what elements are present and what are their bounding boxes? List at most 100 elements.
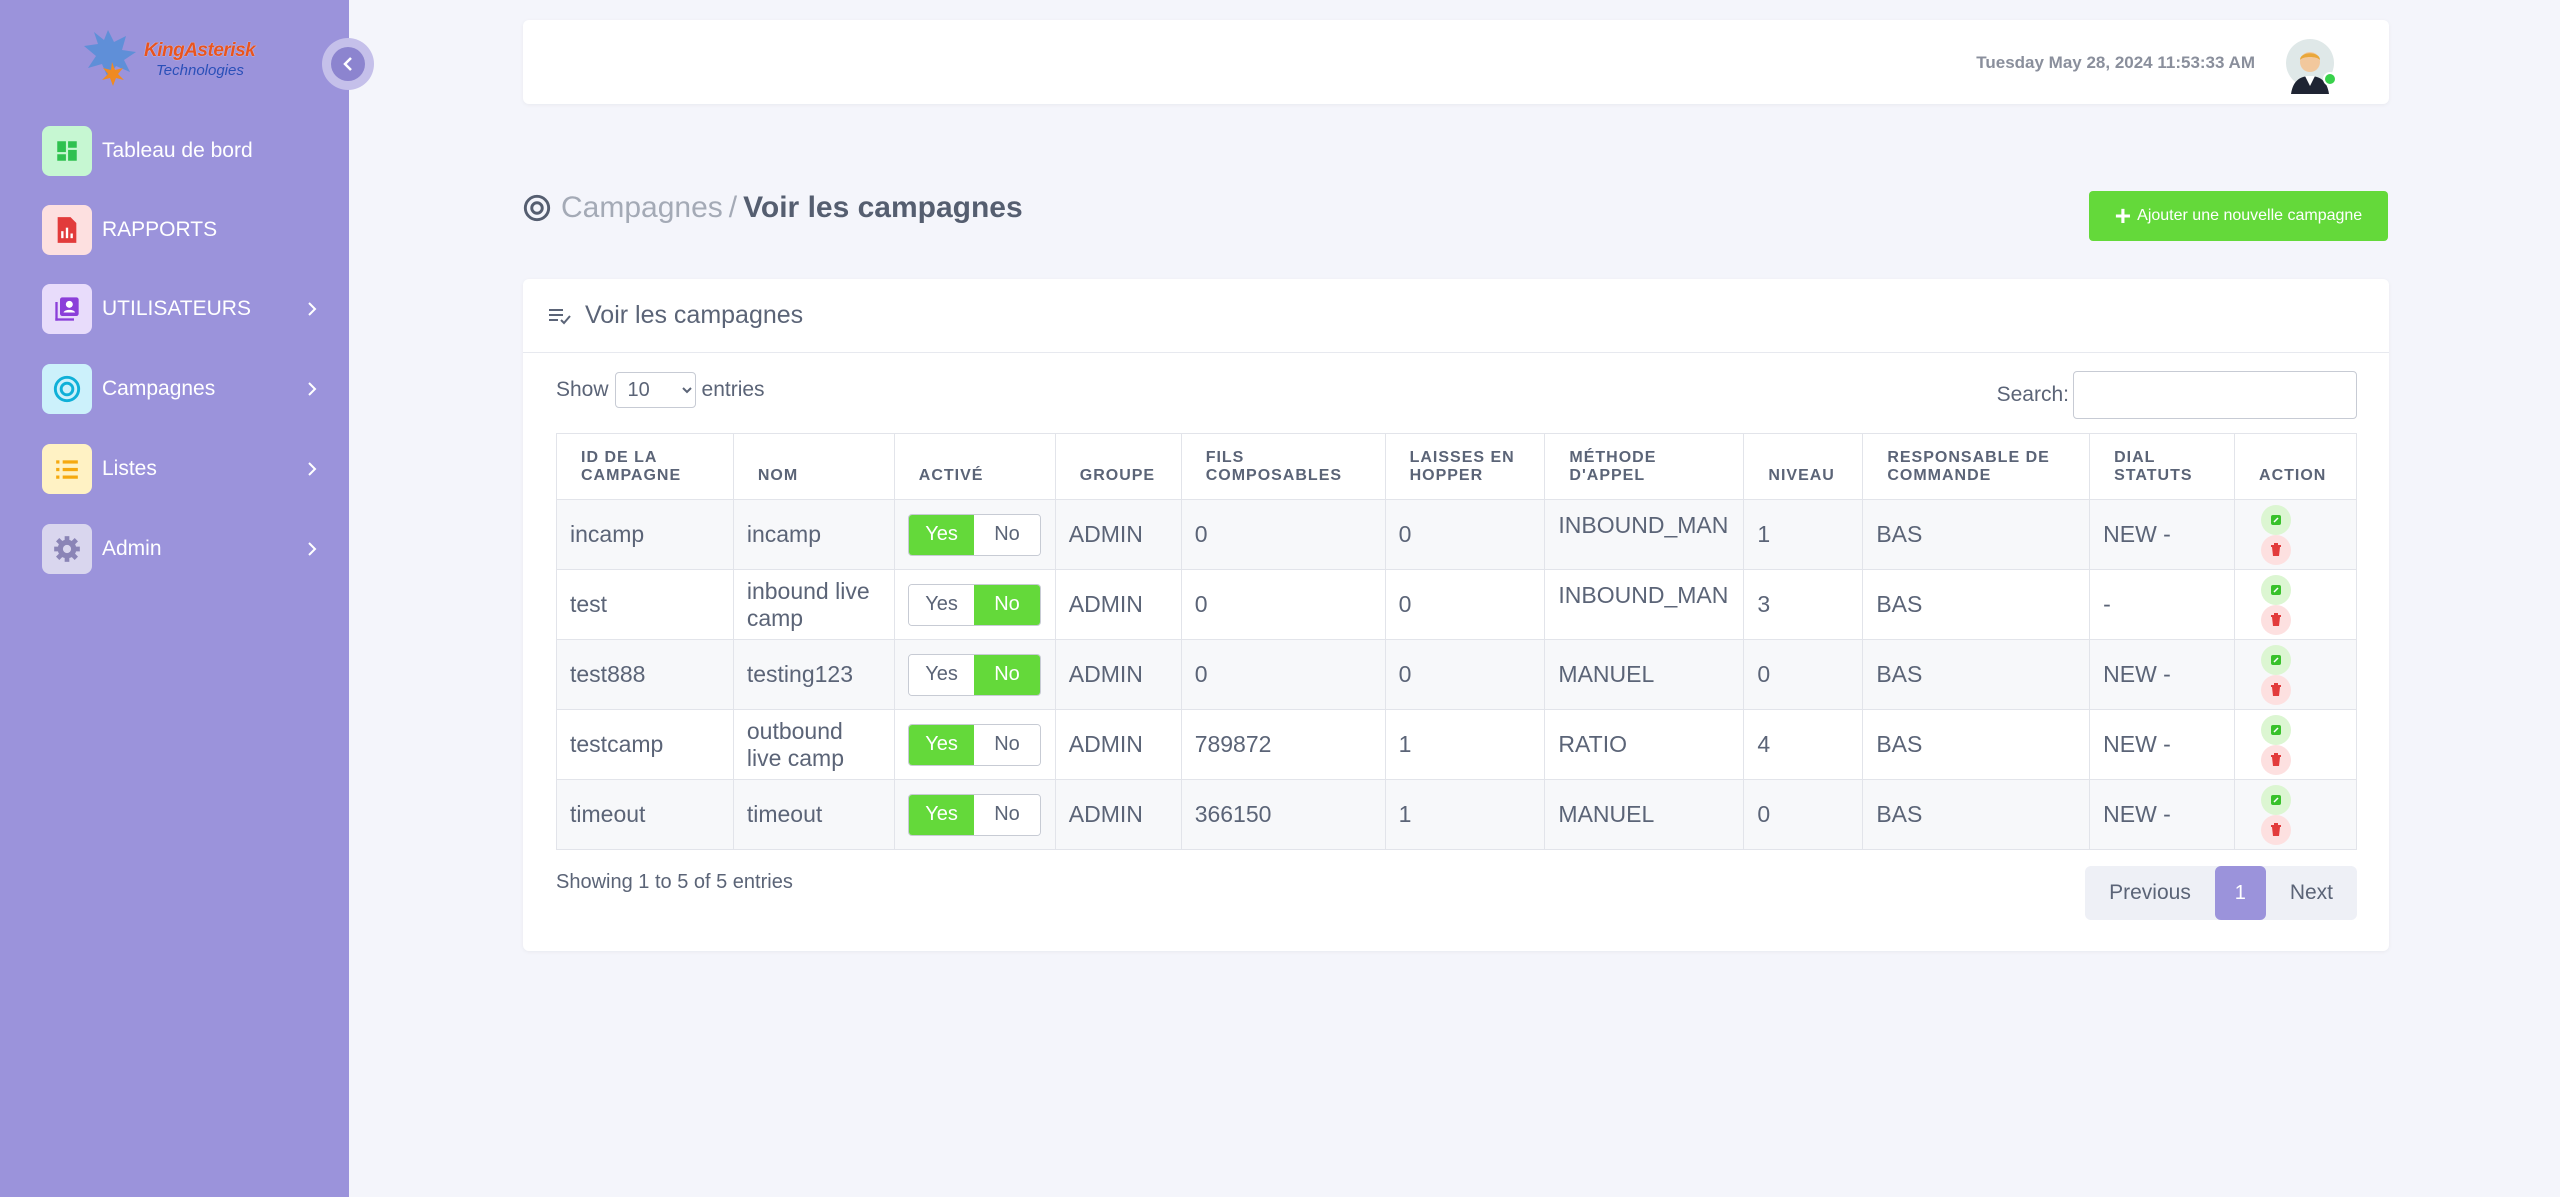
toggle-yes[interactable]: Yes [908,584,975,625]
sidebar-item-dashboard[interactable]: Tableau de bord [42,125,322,177]
sidebar-item-users[interactable]: UTILISATEURS [42,283,322,335]
search-input[interactable] [2073,371,2357,419]
edit-icon[interactable] [2261,504,2292,535]
chevron-right-icon [302,297,322,321]
toggle-no[interactable]: No [974,724,1040,765]
next-page-button[interactable]: Next [2289,881,2333,904]
edit-icon[interactable] [2261,644,2292,675]
page-size-select[interactable]: 10 [614,372,696,408]
sidebar-item-admin[interactable]: Admin [42,523,322,575]
active-toggle[interactable]: Yes No [907,583,1041,626]
table-row: test888 testing123 Yes No ADMIN 0 0 MANUEL 0 BAS N… [556,639,2357,710]
cell-active: Yes No [893,569,1056,640]
table-row: incamp incamp Yes No ADMIN 0 0 INBOUND_MAN 1 BAS N… [556,499,2357,570]
column-header[interactable]: NOM [732,433,895,500]
cell-manager: BAS [1862,709,2091,780]
delete-icon[interactable] [2261,674,2292,705]
chevron-right-icon [302,377,322,401]
card-title: Voir les campagnes [585,301,804,329]
edit-icon[interactable] [2261,784,2292,815]
toggle-yes[interactable]: Yes [908,794,975,835]
active-toggle[interactable]: Yes No [907,793,1041,836]
breadcrumb-separator: / [728,191,738,224]
cell-group: ADMIN [1054,499,1182,570]
edit-icon[interactable] [2261,574,2292,605]
add-campaign-button[interactable]: + Ajouter une nouvelle campagne [2089,191,2388,241]
cell-active: Yes No [893,499,1056,570]
avatar[interactable] [2285,38,2335,94]
report-icon [42,205,92,255]
toggle-yes[interactable]: Yes [908,654,975,695]
sidebar-item-label: UTILISATEURS [102,297,251,320]
search-control: Search: [1997,371,2357,419]
cell-dial-method: MANUEL [1544,639,1745,710]
cell-name: inbound live camp [732,569,895,640]
active-toggle[interactable]: Yes No [907,513,1041,556]
cell-group: ADMIN [1054,569,1182,640]
toggle-no[interactable]: No [974,794,1040,835]
cell-dialable-leads: 789872 [1180,709,1386,780]
column-header[interactable]: LAISSES EN HOPPER [1384,433,1546,500]
page-1-button[interactable]: 1 [2214,866,2266,920]
cell-name: timeout [732,779,895,850]
table-row: timeout timeout Yes No ADMIN 366150 1 MANUEL 0 BA… [556,779,2357,850]
pagination: Previous 1 Next [2085,866,2357,920]
logo-star-icon [84,30,136,86]
column-header[interactable]: GROUPE [1054,433,1182,500]
sidebar-collapse-button[interactable] [322,38,374,90]
breadcrumb: Campagnes / Voir les campagnes [523,188,1023,228]
delete-icon[interactable] [2261,604,2292,635]
sidebar: KingAsterisk Technologies Tableau de bor… [0,0,349,1197]
cell-active: Yes No [893,639,1056,710]
gear-icon [42,524,92,574]
column-header[interactable]: ACTIVÉ [893,433,1056,500]
sidebar-item-reports[interactable]: RAPPORTS [42,204,322,256]
delete-icon[interactable] [2261,744,2292,775]
toggle-yes[interactable]: Yes [908,514,975,555]
cell-actions [2234,709,2357,780]
breadcrumb-parent[interactable]: Campagnes [561,191,723,224]
cell-manager: BAS [1862,499,2091,570]
sidebar-item-lists[interactable]: Listes [42,443,322,495]
list-check-icon [549,308,571,324]
cell-hopper: 1 [1384,709,1546,780]
cell-manager: BAS [1862,779,2091,850]
column-header[interactable]: DIAL STATUTS [2089,433,2236,500]
column-header[interactable]: MÉTHODE D'APPEL [1544,433,1745,500]
cell-level: 0 [1743,639,1864,710]
cell-name: incamp [732,499,895,570]
active-toggle[interactable]: Yes No [907,653,1041,696]
sidebar-item-campaigns[interactable]: Campagnes [42,363,322,415]
search-label: Search: [1996,383,2069,406]
cell-actions [2234,569,2357,640]
column-header[interactable]: RESPONSABLE DE COMMANDE [1862,433,2091,500]
cell-dial-statuses: NEW - [2089,639,2236,710]
cell-level: 3 [1743,569,1864,640]
active-toggle[interactable]: Yes No [907,723,1041,766]
brand-logo[interactable]: KingAsterisk Technologies [78,22,260,92]
delete-icon[interactable] [2261,814,2292,845]
delete-icon[interactable] [2261,534,2292,565]
previous-page-button[interactable]: Previous [2109,881,2191,904]
toggle-yes[interactable]: Yes [908,724,975,765]
column-header[interactable]: ID DE LA CAMPAGNE [556,433,734,500]
cell-group: ADMIN [1054,709,1182,780]
cell-campaign-id: test888 [556,639,734,710]
cell-actions [2234,779,2357,850]
cell-dial-method: MANUEL [1544,779,1745,850]
toggle-no[interactable]: No [974,584,1040,625]
column-header[interactable]: NIVEAU [1743,433,1864,500]
edit-icon[interactable] [2261,714,2292,745]
cell-dial-statuses: - [2089,569,2236,640]
cell-group: ADMIN [1054,779,1182,850]
target-icon [42,364,92,414]
column-header[interactable]: FILS COMPOSABLES [1180,433,1386,500]
cell-dial-method: INBOUND_MAN [1544,499,1745,570]
toggle-no[interactable]: No [974,654,1040,695]
cell-campaign-id: testcamp [556,709,734,780]
cell-name: outbound live camp [732,709,895,780]
current-datetime: Tuesday May 28, 2024 11:53:33 AM [1976,53,2255,72]
cell-campaign-id: incamp [556,499,734,570]
toggle-no[interactable]: No [974,514,1040,555]
online-status-dot [2323,72,2337,86]
